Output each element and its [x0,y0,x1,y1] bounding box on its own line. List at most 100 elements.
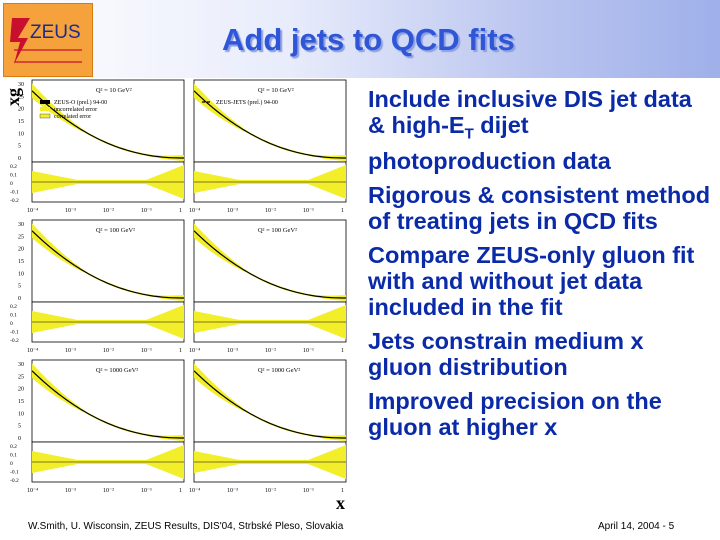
main-panel [193,219,347,303]
ratio-tick-label: -0.2 [10,478,19,484]
x-tick-label: 1 [341,208,344,214]
x-tick-label: 10⁻² [103,208,114,214]
y-tick-label: 15 [18,119,24,125]
y-tick-label: 20 [18,107,24,113]
title-bar-background [0,0,720,78]
ratio-tick-label: 0.1 [10,453,17,459]
main-panel [31,79,185,163]
q2-label: Q² = 100 GeV² [258,227,297,234]
central-fit-curve [193,370,346,439]
ratio-tick-label: 0 [10,461,13,467]
zeus-logo: ZEUS [3,3,93,77]
bullet-item: Compare ZEUS-only gluon fit with and wit… [368,241,695,320]
x-tick-label: 1 [179,348,182,354]
x-tick-label: 10⁻¹ [303,348,314,354]
x-tick-label: 10⁻² [103,348,114,354]
y-tick-label: 15 [18,399,24,405]
central-fit-curve [31,230,184,299]
x-tick-label: 10⁻⁴ [189,348,200,354]
x-tick-label: 10⁻⁴ [189,208,200,214]
y-tick-label: 30 [18,222,24,228]
ratio-tick-label: 0.1 [10,313,17,319]
y-tick-label: 25 [18,94,24,100]
y-tick-label: 20 [18,247,24,253]
x-tick-label: 10⁻² [103,488,114,494]
ratio-tick-label: -0.2 [10,198,19,204]
x-tick-label: 10⁻¹ [141,488,152,494]
x-tick-label: 1 [341,348,344,354]
x-tick-label: 10⁻³ [65,488,76,494]
x-tick-label: 10⁻⁴ [27,348,38,354]
y-tick-label: 30 [18,362,24,368]
ratio-tick-label: 0 [10,181,13,187]
central-fit-curve [31,90,184,159]
bullet-item: Jets constrain medium x gluon distributi… [368,327,644,380]
x-tick-label: 1 [341,488,344,494]
x-tick-label: 10⁻⁴ [189,488,200,494]
x-tick-label: 10⁻¹ [141,348,152,354]
bullet-item: Include inclusive DIS jet data & high-ET… [368,86,692,174]
y-axis-label: xg [3,88,23,106]
x-tick-label: 1 [179,208,182,214]
x-tick-label: 10⁻¹ [303,488,314,494]
x-tick-label: 10⁻³ [65,348,76,354]
y-tick-label: 5 [18,424,21,430]
x-tick-label: 10⁻² [265,488,276,494]
bullet-list: Include inclusive DIS jet data & high-ET… [368,86,713,448]
legend-swatch [39,113,51,119]
legend-entry: ZEUS-JETS (prel.) 94-00 [216,99,278,106]
ratio-tick-label: 0.2 [10,444,17,450]
ratio-tick-label: -0.2 [10,338,19,344]
ratio-tick-label: 0 [10,321,13,327]
ratio-tick-label: -0.1 [10,470,19,476]
y-tick-label: 30 [18,82,24,88]
y-tick-label: 25 [18,374,24,380]
x-tick-label: 10⁻³ [227,208,238,214]
bullet-item: Rigorous & consistent method of treating… [368,181,711,234]
y-tick-label: 10 [18,271,24,277]
y-tick-label: 5 [18,144,21,150]
x-tick-label: 10⁻⁴ [27,208,38,214]
y-tick-label: 25 [18,234,24,240]
legend-entry: correlated error [54,114,91,120]
x-tick-label: 10⁻² [265,348,276,354]
ratio-tick-label: -0.1 [10,190,19,196]
ratio-tick-label: -0.1 [10,330,19,336]
central-fit-curve [193,90,346,159]
y-tick-label: 15 [18,259,24,265]
footer-author: W.Smith, U. Wisconsin, ZEUS Results, DIS… [28,521,344,532]
legend-swatch [40,107,50,111]
x-tick-label: 10⁻¹ [141,208,152,214]
x-tick-label: 10⁻³ [65,208,76,214]
footer-date-page: April 14, 2004 - 5 [598,521,675,532]
q2-label: Q² = 10 GeV² [96,87,132,94]
main-panel [31,359,185,443]
bullet-item: Improved precision on the gluon at highe… [368,387,662,440]
central-fit-curve [193,230,346,299]
y-tick-label: 0 [18,296,21,302]
ratio-tick-label: 0.1 [10,173,17,179]
x-tick-label: 1 [179,488,182,494]
legend-swatch [40,100,50,104]
central-fit-curve [31,370,184,439]
logo-text: ZEUS [30,22,81,43]
y-tick-label: 20 [18,387,24,393]
x-tick-label: 10⁻³ [227,348,238,354]
main-panel [193,359,347,443]
x-tick-label: 10⁻² [265,208,276,214]
y-tick-label: 10 [18,411,24,417]
ratio-tick-label: 0.2 [10,164,17,170]
x-axis-label: x [336,493,345,513]
main-panel [193,79,347,163]
q2-label: Q² = 100 GeV² [96,227,135,234]
main-panel [31,219,185,303]
ratio-tick-label: 0.2 [10,304,17,310]
legend-entry: uncorrelated error [54,107,97,113]
x-tick-label: 10⁻¹ [303,208,314,214]
y-tick-label: 5 [18,284,21,290]
q2-label: Q² = 1000 GeV² [258,367,300,374]
x-tick-label: 10⁻³ [227,488,238,494]
y-tick-label: 0 [18,436,21,442]
q2-label: Q² = 10 GeV² [258,87,294,94]
